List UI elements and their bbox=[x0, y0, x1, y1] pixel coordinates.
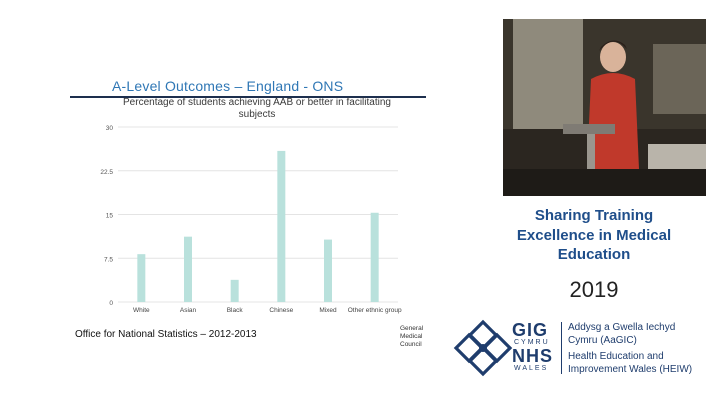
bar-black bbox=[230, 279, 239, 302]
y-tick-label: 15 bbox=[106, 213, 114, 220]
x-tick-label: White bbox=[133, 307, 150, 314]
conference-year: 2019 bbox=[569, 277, 619, 302]
y-tick-label: 7.5 bbox=[104, 256, 113, 263]
y-tick-label: 30 bbox=[106, 125, 114, 132]
x-tick-label: Black bbox=[227, 307, 244, 314]
title-underline bbox=[70, 96, 426, 98]
conference-title: Sharing Training Excellence in Medical E… bbox=[516, 207, 672, 263]
gmc-logo-line-3: Council bbox=[400, 341, 422, 348]
x-tick-label: Asian bbox=[180, 307, 197, 314]
x-tick-label: Other ethnic group bbox=[348, 307, 402, 314]
y-tick-label: 0 bbox=[109, 300, 113, 307]
speaker-photo bbox=[503, 19, 706, 196]
bar-other-ethnic-group bbox=[370, 212, 379, 302]
bar-chinese bbox=[277, 150, 286, 302]
heiw-line-2: Improvement Wales (HEIW) bbox=[568, 363, 693, 375]
gmc-logo: General Medical Council bbox=[400, 325, 423, 349]
heiw-text: Health Education and Improvement Wales (… bbox=[568, 351, 692, 376]
aagic-line-2: Cymru (AaGIC) bbox=[568, 334, 637, 346]
wales-wordmark: WALES bbox=[514, 365, 549, 372]
aagic-text: Addysg a Gwella Iechyd Cymru (AaGIC) bbox=[568, 322, 675, 347]
gmc-logo-line-2: Medical bbox=[400, 333, 423, 340]
heiw-line-1: Health Education and bbox=[568, 351, 664, 362]
gig-wordmark: GIG bbox=[512, 320, 549, 340]
gmc-logo-line-1: General bbox=[400, 325, 424, 332]
x-tick-label: Mixed bbox=[319, 307, 337, 314]
bar-white bbox=[137, 254, 146, 302]
y-tick-label: 22.5 bbox=[100, 169, 113, 176]
aagic-line-1: Addysg a Gwella Iechyd bbox=[568, 322, 676, 333]
x-tick-label: Chinese bbox=[269, 307, 293, 314]
source-caption: Office for National Statistics – 2012-20… bbox=[75, 329, 257, 340]
bar-chart: 0 7.5 15 22.5 30 White Asian Black Chinese Mixed O… bbox=[100, 125, 402, 314]
chart-subtitle: Percentage of students achieving AAB or … bbox=[123, 97, 391, 120]
cymru-wordmark: CYMRU bbox=[514, 339, 550, 346]
logo-divider bbox=[561, 322, 562, 374]
bar-asian bbox=[184, 236, 192, 302]
nhs-wordmark: NHS bbox=[512, 346, 554, 366]
speaker-video-feed bbox=[503, 19, 706, 196]
celtic-knot-logo-icon bbox=[453, 319, 513, 377]
bar-mixed bbox=[324, 239, 332, 302]
slide-title: A-Level Outcomes – England - ONS bbox=[112, 78, 344, 94]
